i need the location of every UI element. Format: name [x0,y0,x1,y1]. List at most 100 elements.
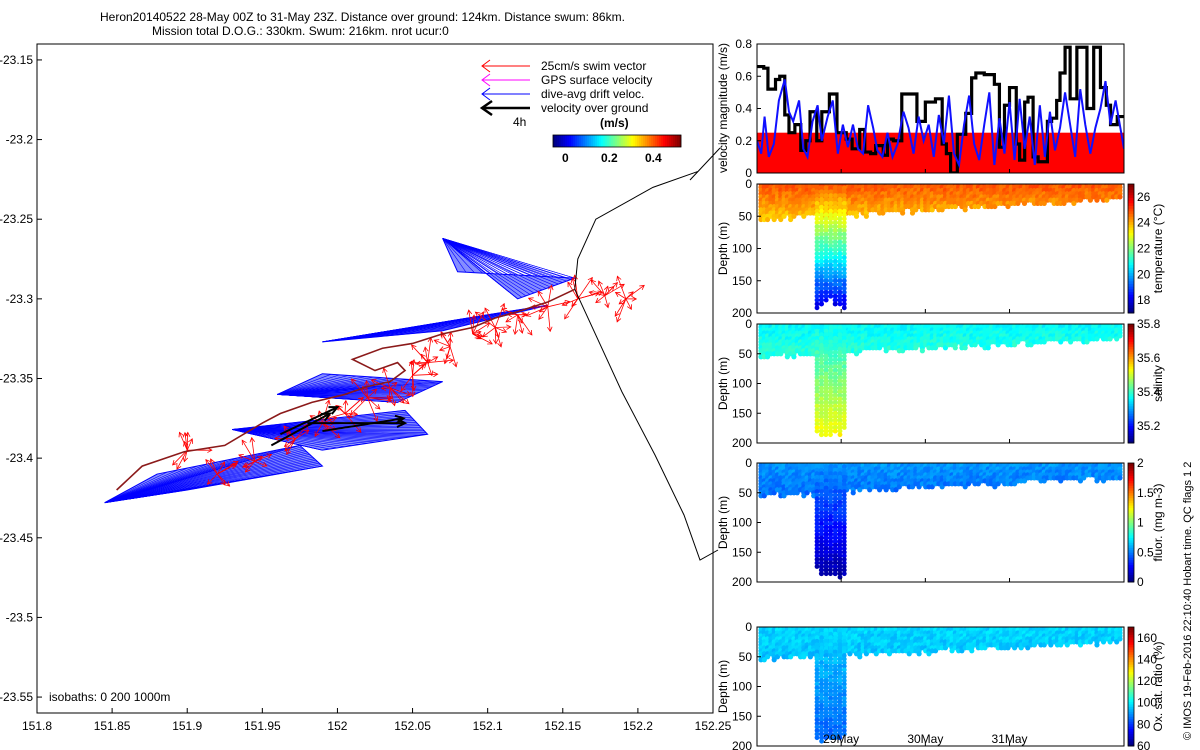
profile-sample [962,484,968,490]
profile-sample [828,208,834,214]
temperature-colorbar-cell [1128,310,1134,314]
profile-sample [992,484,998,490]
fluorescence-colorbar-cell [1128,505,1134,509]
salinity-colorbar-cell [1128,331,1134,335]
profile-sample [819,410,824,416]
profile-sample [857,487,863,493]
speed-colorbar-cell [589,135,592,147]
profile-sample [841,274,847,280]
profile-sample [833,542,838,548]
profile-sample [814,474,820,480]
swim-vector [344,400,347,414]
profile-sample [828,360,834,366]
profile-sample [819,335,824,341]
profile-sample [837,467,843,473]
profile-sample [819,339,824,345]
profile-sample [828,385,834,391]
swim-vector-head [356,427,362,433]
swim-vector [472,331,481,335]
profile-sample [814,389,820,395]
swim-vector-head [501,327,508,334]
profile-sample [833,325,838,330]
profile-sample [823,371,829,377]
profile-sample [761,493,767,499]
profile-sample [823,467,829,473]
profile-sample [823,492,829,498]
profile-sample [819,259,824,264]
profile-sample [841,305,847,311]
salinity-colorbar-cell [1128,393,1134,397]
profile-sample [819,185,824,191]
profile-sample [828,368,834,373]
profile-sample [919,348,925,354]
profile-sample [837,255,843,260]
drift-vector [442,238,575,279]
speed-colorbar-cell [661,135,664,147]
profile-sample [828,193,834,199]
speed-colorbar-cell [635,135,638,147]
profile-sample [841,189,847,195]
profile-sample [814,478,820,484]
legend-drift-label: dive-avg drift veloc. [541,87,644,101]
map-x-tick-label: 151.9 [172,719,202,733]
speed-colorbar-cell [629,135,632,147]
swim-vector-head [438,346,445,352]
depth-tick-label: 0 [745,317,752,331]
profile-sample [814,464,820,469]
depth-tick-label: 200 [732,306,752,320]
profile-sample [837,235,843,241]
legend-scale-label: 4h [513,115,526,129]
profile-sample [823,346,829,352]
island-outline [0,0,4,3]
profile-sample [841,259,847,264]
swim-vector-head [479,311,485,317]
profile-sample [828,546,834,552]
profile-sample [814,560,820,566]
salinity-colorbar-tick-label: 35.6 [1137,351,1161,365]
profile-sample [833,259,838,264]
profile-sample [828,517,834,523]
drift-vector [104,446,302,504]
profile-sample [828,224,834,229]
fluorescence-profiles [758,463,1123,580]
profile-sample [883,348,889,354]
profile-sample [837,560,843,566]
profile-sample [841,389,847,395]
temperature-colorbar-cell [1128,267,1134,271]
swim-vector-head [358,396,364,403]
profile-sample [828,532,834,537]
drift-velocity-fans [104,237,575,504]
profile-sample [833,208,838,214]
profile-sample [883,487,889,493]
profile-sample [823,364,829,370]
profile-sample [841,485,847,491]
speed-colorbar-cell [591,135,594,147]
swim-vector-head [572,274,578,280]
temperature-colorbar-cell [1128,307,1134,311]
profile-sample [837,364,843,370]
swim-vector [434,339,451,348]
profile-sample [841,278,847,284]
isobaths-label: isobaths: 0 200 1000m [49,690,170,704]
profile-sample [833,478,838,484]
profile-sample [819,485,824,491]
speed-colorbar-label: (m/s) [600,116,629,130]
velocity-y-tick-label: 0.6 [735,69,752,83]
profile-sample [833,514,838,519]
salinity-colorbar-cell [1128,348,1134,352]
profile-sample [837,428,843,434]
drift-vector [104,473,158,504]
depth-tick-label: 150 [732,406,752,420]
profile-sample [823,556,829,562]
profile-sample [952,345,958,351]
profile-sample [819,364,824,370]
profile-sample [841,360,847,366]
salinity-colorbar-cell [1128,408,1134,412]
fluorescence-colorbar-cell [1128,544,1134,548]
map-x-tick-label: 152.05 [394,719,431,733]
temperature-colorbar-label: temperature (°C) [1151,204,1165,294]
profile-sample [823,332,829,338]
swim-vector [245,461,256,473]
profile-sample [837,328,843,334]
